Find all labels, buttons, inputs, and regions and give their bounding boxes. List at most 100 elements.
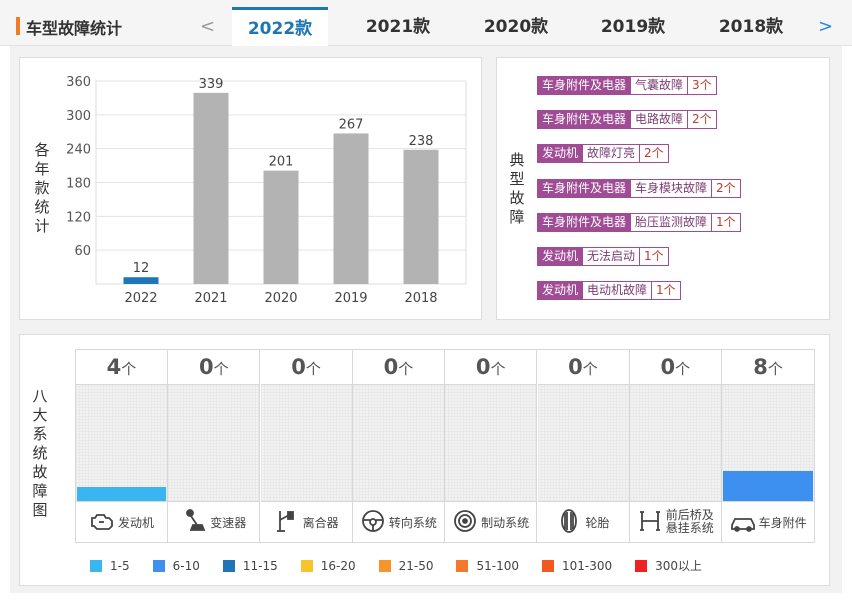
system-label: 离合器 [260,501,352,542]
prev-arrow-icon[interactable]: < [200,16,216,37]
system-count: 0个 [260,350,352,385]
x-tick-label: 2019 [334,291,367,306]
legend-swatch [90,559,102,572]
system-level-bar [723,470,814,501]
system-name: 发动机 [117,515,154,530]
legend-swatch [378,559,391,572]
system-column[interactable]: 0个 前后桥及 悬挂系统 [629,350,722,542]
fault-count: 2个 [688,110,717,130]
fault-item[interactable]: 车身附件及电器 车身模块故障 2个 [537,178,741,198]
yearly-stats-panel: 各 年 款 统 计 60 120 180 240 300 360 12 2022 339 2021… [19,57,482,320]
system-fill-area [260,385,352,501]
bar-2021[interactable] [193,92,229,284]
y-tick-label: 120 [66,210,91,225]
side-char: 障 [32,482,48,500]
faults-side-label: 典 型 故 障 [508,151,526,227]
side-char: 障 [509,208,525,226]
legend-label: 6-10 [172,558,200,573]
tire-icon [556,508,582,537]
bar-2022[interactable] [123,277,159,284]
system-label: 轮胎 [537,501,629,542]
next-arrow-icon[interactable]: > [818,16,834,37]
fault-name: 故障灯亮 [583,144,641,164]
system-name: 转向系统 [388,515,437,530]
system-count-value: 0 [568,355,583,379]
legend-item: 300以上 [635,557,702,574]
typical-faults-panel: 典 型 故 障 车身附件及电器 气囊故障 3个 车身附件及电器 电路故障 2个 发动机 故障灯… [496,57,830,320]
legend-swatch [635,559,648,572]
system-name: 车身附件 [758,515,807,530]
system-count-value: 0 [198,355,214,379]
tab-2018[interactable]: 2018款 [718,17,784,37]
bar-2018[interactable] [403,149,439,284]
fault-name: 电动机故障 [583,281,653,301]
legend-swatch [300,559,313,572]
system-name: 变速器 [210,515,247,530]
x-tick-label: 2021 [194,291,227,306]
system-count-value: 4 [106,355,122,379]
title-accent-bar [16,17,20,35]
system-column[interactable]: 0个 变速器 [168,350,261,542]
system-name: 轮胎 [585,515,610,530]
bar-2020[interactable] [263,170,299,284]
legend-label: 1-5 [110,558,130,573]
bar-value-label: 238 [409,134,434,149]
system-column[interactable]: 0个转向系统 [352,350,445,542]
fault-name: 气囊故障 [631,76,689,95]
tab-2021[interactable]: 2021款 [365,17,431,37]
system-level-bar [77,487,166,501]
system-column[interactable]: 0个 轮胎 [537,350,630,542]
tab-2022[interactable]: 2022款 [232,7,328,47]
tab-2020[interactable]: 2020款 [483,17,549,37]
fault-item[interactable]: 发动机 电动机故障 1个 [537,281,681,301]
legend-swatch [456,559,469,572]
side-char: 型 [509,170,525,188]
fault-item[interactable]: 车身附件及电器 胎压监测故障 1个 [537,212,741,232]
system-count: 0个 [629,350,721,385]
fault-name: 车身模块故障 [631,178,713,198]
legend-swatch [222,559,235,572]
fault-count: 2个 [640,144,669,164]
system-name: 制动系统 [481,515,530,530]
system-count: 0个 [352,350,444,385]
fault-category: 发动机 [537,144,584,164]
fault-category: 车身附件及电器 [537,212,632,232]
legend-swatch [541,559,554,572]
side-char: 故 [32,463,48,481]
system-count-unit: 个 [767,360,783,378]
side-char: 典 [509,151,525,169]
system-fill-area [76,385,167,501]
fault-name: 无法启动 [583,247,641,266]
fault-item[interactable]: 发动机 无法启动 1个 [537,247,669,266]
system-name: 离合器 [302,515,339,530]
tab-2019[interactable]: 2019款 [600,17,666,37]
legend: 1-5 6-10 11-15 16-20 21-50 51-100 101-300 300以上 [90,557,725,574]
engine-icon [89,508,115,537]
system-column[interactable]: 4个 发动机 [76,350,168,542]
side-char: 八 [32,387,48,405]
system-column[interactable]: 0个离合器 [260,350,353,542]
fault-count: 1个 [712,212,741,232]
bar-2019[interactable] [333,133,369,284]
legend-label: 21-50 [398,558,434,573]
system-label: 发动机 [76,501,167,542]
y-tick-label: 240 [66,143,91,158]
fault-category: 车身附件及电器 [537,178,632,198]
side-char: 故 [509,189,525,207]
legend-item: 21-50 [378,557,434,574]
x-tick-label: 2018 [404,291,437,306]
fault-item[interactable]: 发动机 故障灯亮 2个 [537,144,669,164]
bar-value-label: 12 [133,261,150,276]
system-column[interactable]: 0个 制动系统 [445,350,538,542]
gearshift-icon [181,508,207,537]
system-label: 变速器 [168,501,260,542]
system-fill-area [537,385,629,501]
legend-label: 11-15 [242,558,278,573]
fault-category: 车身附件及电器 [537,110,632,130]
system-count: 8个 [722,350,815,385]
car-body-icon [730,508,756,537]
fault-name: 电路故障 [631,110,689,130]
fault-item[interactable]: 车身附件及电器 电路故障 2个 [537,110,717,130]
fault-item[interactable]: 车身附件及电器 气囊故障 3个 [537,76,717,95]
system-column[interactable]: 8个车身附件 [722,350,815,542]
